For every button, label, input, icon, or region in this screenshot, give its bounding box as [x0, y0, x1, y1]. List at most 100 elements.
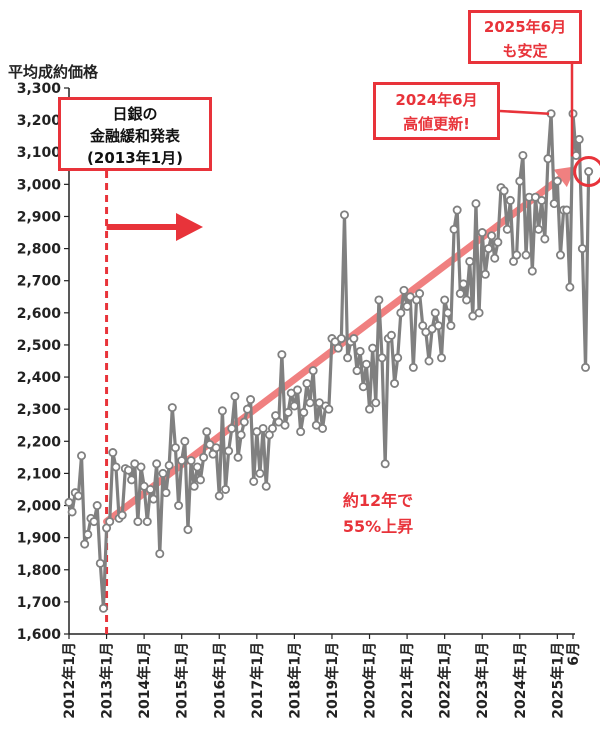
boj-easing-callout: 日銀の 金融緩和発表 (2013年1月) — [58, 97, 212, 171]
data-point — [349, 334, 359, 344]
x-tick-label: 2019年1月 — [324, 642, 341, 719]
data-point — [64, 497, 74, 507]
data-point — [258, 423, 268, 433]
data-point — [180, 436, 190, 446]
data-point — [534, 224, 544, 234]
x-tick-label: 2017年1月 — [249, 642, 266, 719]
y-tick-label: 2,800 — [17, 242, 62, 258]
data-point — [474, 308, 484, 318]
growth-line-1: 約12年で — [342, 491, 414, 510]
data-point — [443, 308, 453, 318]
data-point — [149, 494, 159, 504]
y-tick-label: 2,300 — [17, 402, 62, 418]
boj-callout-line-3: (2013年1月) — [87, 149, 183, 167]
data-point — [111, 462, 121, 472]
x-tick-label: 2024年1月 — [512, 642, 529, 719]
data-point — [490, 253, 500, 263]
data-point — [236, 430, 246, 440]
x-tick-label: 2015年1月 — [174, 642, 191, 719]
x-tick-label: 2012年1月 — [61, 642, 78, 719]
high-callout-line-1: 2024年6月 — [395, 91, 478, 109]
data-point — [142, 517, 152, 527]
data-point — [183, 525, 193, 535]
data-point — [158, 468, 168, 478]
data-point — [318, 423, 328, 433]
data-point — [380, 459, 390, 469]
data-point — [83, 529, 93, 539]
data-point — [336, 334, 346, 344]
data-point — [89, 517, 99, 527]
data-point — [108, 448, 118, 458]
data-point — [521, 250, 531, 260]
y-tick-label: 2,700 — [17, 274, 62, 290]
data-point — [202, 427, 212, 437]
data-point — [493, 237, 503, 247]
data-point — [299, 407, 309, 417]
data-point — [267, 423, 277, 433]
data-point — [449, 224, 459, 234]
data-point — [308, 366, 318, 376]
data-point — [540, 234, 550, 244]
boj-callout-line-1: 日銀の — [112, 105, 158, 123]
data-point — [339, 210, 349, 220]
data-point — [105, 517, 115, 527]
data-point — [374, 295, 384, 305]
y-tick-label: 1,800 — [17, 563, 62, 579]
data-point — [242, 404, 252, 414]
x-tick-label: 2018年1月 — [286, 642, 303, 719]
axes — [68, 88, 575, 635]
data-point — [283, 407, 293, 417]
data-point — [477, 228, 487, 238]
data-point — [211, 443, 221, 453]
y-tick-label: 3,200 — [17, 113, 62, 129]
data-point — [246, 395, 256, 405]
data-point — [502, 224, 512, 234]
y-tick-label: 2,000 — [17, 499, 62, 515]
data-point — [277, 350, 287, 360]
data-point — [440, 295, 450, 305]
data-point — [515, 176, 525, 186]
data-point — [527, 266, 537, 276]
data-point — [537, 195, 547, 205]
growth-line-2: 55%上昇 — [342, 517, 414, 536]
data-point — [365, 404, 375, 414]
y-tick-label: 1,600 — [17, 627, 62, 643]
data-point — [123, 465, 133, 475]
y-tick-label: 2,200 — [17, 434, 62, 450]
data-point — [462, 295, 472, 305]
data-point — [289, 401, 299, 411]
data-point — [458, 279, 468, 289]
x-tick-label: 2023年1月 — [474, 642, 491, 719]
data-point — [155, 549, 165, 559]
y-tick-label: 3,300 — [17, 81, 62, 97]
data-point — [92, 501, 102, 511]
data-point — [368, 343, 378, 353]
data-point — [145, 484, 155, 494]
boj-callout-line-2: 金融緩和発表 — [89, 127, 180, 145]
data-point — [227, 423, 237, 433]
data-point — [152, 459, 162, 469]
data-point — [393, 353, 403, 363]
data-point — [255, 468, 265, 478]
data-point — [261, 481, 271, 491]
record-high-callout: 2024年6月 高値更新! — [373, 82, 500, 140]
data-point — [343, 353, 353, 363]
x-tick-label: 6月 — [566, 642, 582, 666]
stable-callout: 2025年6月 も安定 — [468, 10, 582, 64]
y-tick-label: 2,600 — [17, 306, 62, 322]
price-series — [64, 109, 594, 613]
y-tick-label: 3,000 — [17, 177, 62, 193]
boj-marker-line — [105, 171, 203, 634]
data-point — [552, 176, 562, 186]
data-point — [390, 378, 400, 388]
data-point — [189, 481, 199, 491]
data-point — [77, 451, 87, 461]
data-point — [549, 199, 559, 209]
high-callout-pointer — [499, 109, 550, 115]
data-point — [437, 353, 447, 363]
data-point — [499, 186, 509, 196]
data-point — [186, 456, 196, 466]
stable-callout-line-1: 2025年6月 — [483, 18, 567, 36]
y-ticks: 1,600 1,700 1,800 1,900 2,000 2,100 2,200 2,300… — [17, 81, 69, 643]
